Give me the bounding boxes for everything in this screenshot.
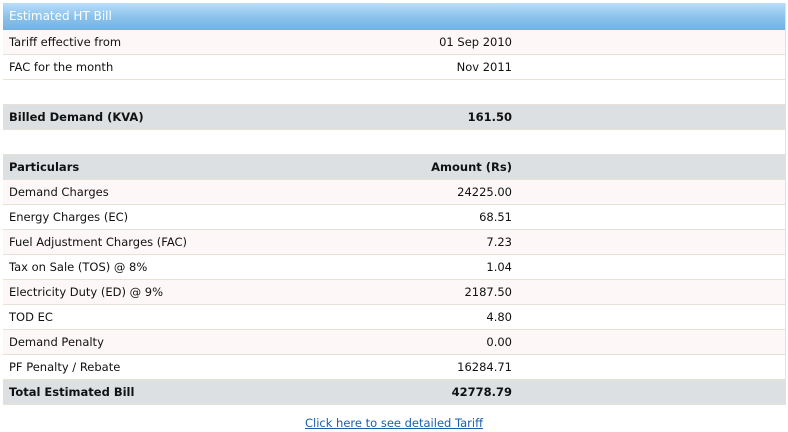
total-row: Total Estimated Bill 42778.79 — [3, 380, 785, 405]
row-label: Electricity Duty (ED) @ 9% — [9, 285, 164, 299]
charge-row: Demand Charges 24225.00 — [3, 180, 785, 205]
row-value: 161.50 — [467, 110, 512, 124]
row-value: 1.04 — [486, 260, 512, 274]
row-label: FAC for the month — [9, 60, 114, 74]
row-value: 16284.71 — [457, 360, 512, 374]
charge-row: Tax on Sale (TOS) @ 8% 1.04 — [3, 255, 785, 280]
billed-demand-row: Billed Demand (KVA) 161.50 — [3, 105, 785, 130]
row-label: Demand Penalty — [9, 335, 104, 349]
row-label: Tariff effective from — [9, 35, 122, 49]
spacer-row — [3, 130, 785, 155]
row-value: 7.23 — [486, 235, 512, 249]
row-value: 2187.50 — [464, 285, 512, 299]
row-label: Tax on Sale (TOS) @ 8% — [9, 260, 148, 274]
column-header-particulars: Particulars — [9, 160, 80, 174]
row-label: Demand Charges — [9, 185, 109, 199]
charge-row: TOD EC 4.80 — [3, 305, 785, 330]
spacer-row — [3, 80, 785, 105]
particulars-header-row: Particulars Amount (Rs) — [3, 155, 785, 180]
estimated-bill-table: Estimated HT Bill Tariff effective from … — [3, 3, 786, 405]
charge-row: Electricity Duty (ED) @ 9% 2187.50 — [3, 280, 785, 305]
row-value: 4.80 — [486, 310, 512, 324]
detailed-tariff-link[interactable]: Click here to see detailed Tariff — [305, 416, 483, 430]
charge-row: PF Penalty / Rebate 16284.71 — [3, 355, 785, 380]
fac-month-row: FAC for the month Nov 2011 — [3, 55, 785, 80]
tariff-effective-row: Tariff effective from 01 Sep 2010 — [3, 30, 785, 55]
charge-row: Fuel Adjustment Charges (FAC) 7.23 — [3, 230, 785, 255]
row-label: PF Penalty / Rebate — [9, 360, 121, 374]
charge-row: Demand Penalty 0.00 — [3, 330, 785, 355]
row-value: 42778.79 — [451, 385, 512, 399]
row-value: 0.00 — [486, 335, 512, 349]
column-header-amount: Amount (Rs) — [431, 160, 512, 174]
row-value: 01 Sep 2010 — [439, 35, 512, 49]
table-title: Estimated HT Bill — [3, 3, 785, 30]
row-label: Billed Demand (KVA) — [9, 110, 144, 124]
row-label: TOD EC — [9, 310, 53, 324]
row-label: Total Estimated Bill — [9, 385, 135, 399]
row-label: Energy Charges (EC) — [9, 210, 129, 224]
row-value: 68.51 — [479, 210, 512, 224]
row-value: Nov 2011 — [456, 60, 512, 74]
row-value: 24225.00 — [457, 185, 512, 199]
charge-row: Energy Charges (EC) 68.51 — [3, 205, 785, 230]
row-label: Fuel Adjustment Charges (FAC) — [9, 235, 188, 249]
